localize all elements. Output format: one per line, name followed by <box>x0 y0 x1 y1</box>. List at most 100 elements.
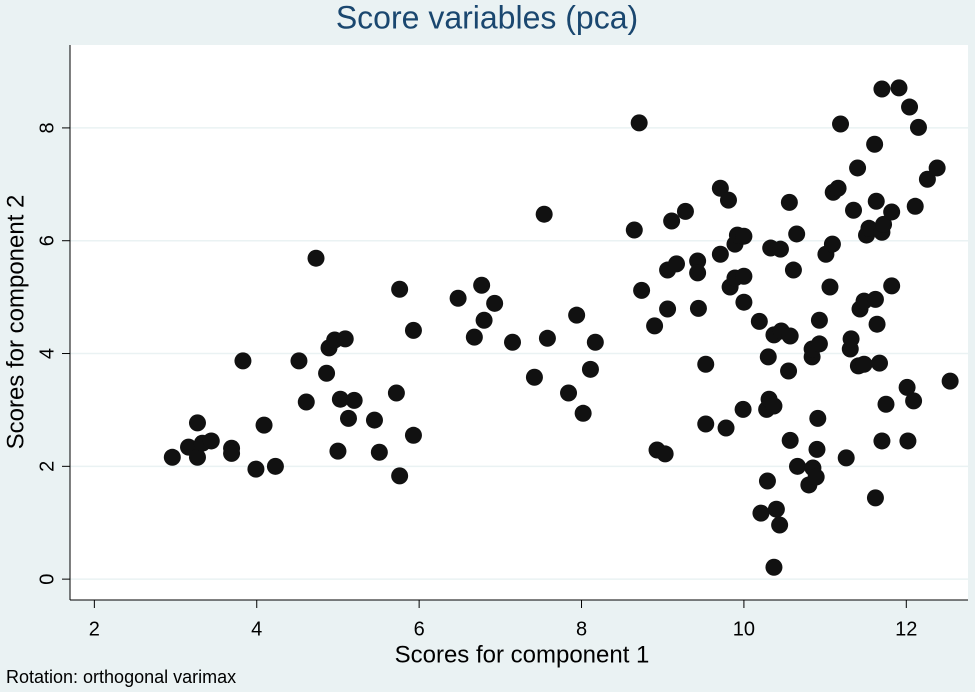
point <box>697 355 715 373</box>
point <box>788 225 806 243</box>
point <box>475 311 493 329</box>
point <box>899 432 917 450</box>
point <box>318 364 336 382</box>
point <box>711 179 729 197</box>
point <box>568 306 586 324</box>
point <box>656 445 674 463</box>
point <box>504 333 522 351</box>
point <box>234 352 252 370</box>
point <box>890 79 908 97</box>
point <box>866 290 884 308</box>
x-axis-title: Scores for component 1 <box>395 641 650 668</box>
point <box>759 348 777 366</box>
point <box>866 489 884 507</box>
point <box>689 252 707 270</box>
point <box>391 467 409 485</box>
point <box>560 384 578 402</box>
point <box>909 118 927 136</box>
point <box>345 391 363 409</box>
point <box>586 333 604 351</box>
point <box>771 516 789 534</box>
point <box>449 289 467 307</box>
y-tick-label: 2 <box>36 461 58 472</box>
point <box>307 249 325 267</box>
point <box>870 354 888 372</box>
point <box>581 360 599 378</box>
point <box>404 426 422 444</box>
point <box>906 197 924 215</box>
y-tick-label: 4 <box>36 348 58 359</box>
point <box>821 278 839 296</box>
point <box>735 227 753 245</box>
x-tick-label: 6 <box>414 618 425 640</box>
point <box>758 472 776 490</box>
point <box>689 264 707 282</box>
point <box>810 335 828 353</box>
point <box>387 384 405 402</box>
point <box>465 328 483 346</box>
point <box>329 442 347 460</box>
point <box>829 179 847 197</box>
point <box>633 281 651 299</box>
note: Rotation: orthogonal varimax <box>6 667 236 687</box>
point <box>918 170 936 188</box>
point <box>873 432 891 450</box>
point <box>781 327 799 345</box>
x-tick-label: 8 <box>576 618 587 640</box>
point <box>668 255 686 273</box>
point <box>188 414 206 432</box>
point <box>365 411 383 429</box>
point <box>810 311 828 329</box>
point <box>404 321 422 339</box>
point <box>855 355 873 373</box>
point <box>735 293 753 311</box>
point <box>750 312 768 330</box>
point <box>868 315 886 333</box>
point <box>339 409 357 427</box>
point <box>784 261 802 279</box>
point <box>223 444 241 462</box>
point <box>697 415 715 433</box>
point <box>849 159 867 177</box>
point <box>808 440 826 458</box>
point <box>837 449 855 467</box>
point <box>875 215 893 233</box>
point <box>781 431 799 449</box>
point <box>486 294 504 312</box>
point <box>873 80 891 98</box>
point <box>646 317 664 335</box>
point <box>336 330 354 348</box>
point <box>711 245 729 263</box>
chart-title: Score variables (pca) <box>336 0 638 35</box>
point <box>898 378 916 396</box>
point <box>717 419 735 437</box>
x-tick-label: 2 <box>89 618 100 640</box>
point <box>255 416 273 434</box>
point <box>883 277 901 295</box>
point <box>941 372 959 390</box>
point <box>188 448 206 466</box>
y-tick-label: 8 <box>36 122 58 133</box>
point <box>866 135 884 153</box>
point <box>663 212 681 230</box>
point <box>771 240 789 258</box>
point <box>538 329 556 347</box>
point <box>823 235 841 253</box>
point <box>752 504 770 522</box>
point <box>297 393 315 411</box>
point <box>883 203 901 221</box>
point <box>767 500 785 518</box>
point <box>734 400 752 418</box>
point <box>860 219 878 237</box>
point <box>630 114 648 132</box>
point <box>535 205 553 223</box>
point <box>247 460 265 478</box>
y-axis-title: Scores for component 2 <box>2 195 29 450</box>
point <box>676 202 694 220</box>
point <box>901 98 919 116</box>
x-tick-label: 10 <box>733 618 755 640</box>
point <box>370 443 388 461</box>
point <box>832 115 850 133</box>
point <box>765 558 783 576</box>
point <box>574 404 592 422</box>
